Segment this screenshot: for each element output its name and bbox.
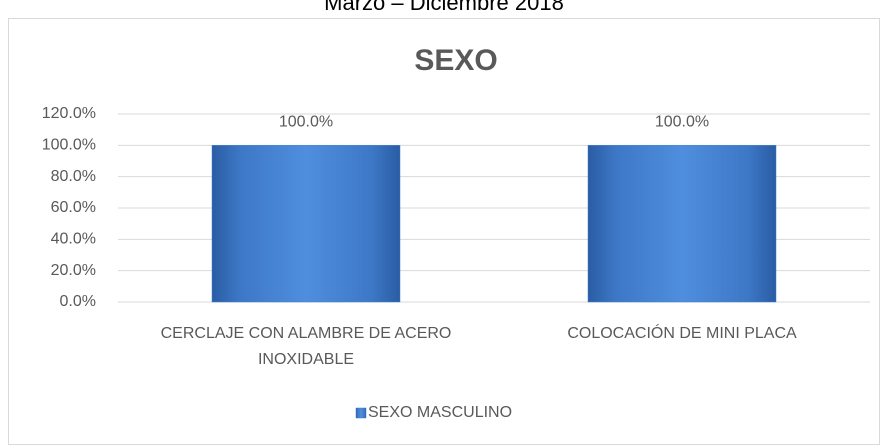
x-tick-label: COLOCACIÓN DE MINI PLACA bbox=[567, 323, 797, 342]
chart-title: SEXO bbox=[414, 44, 497, 77]
value-label: 100.0% bbox=[279, 114, 333, 131]
y-tick-label: 40.0% bbox=[51, 231, 96, 248]
y-tick-label: 20.0% bbox=[51, 262, 96, 279]
y-tick-label: 60.0% bbox=[51, 199, 96, 216]
y-tick-label: 100.0% bbox=[42, 137, 96, 154]
y-tick-label: 80.0% bbox=[51, 168, 96, 185]
legend-label: SEXO MASCULINO bbox=[368, 404, 512, 421]
y-tick-label: 120.0% bbox=[42, 105, 96, 122]
caption: Marzo – Diciembre 2018 bbox=[324, 0, 564, 15]
value-label: 100.0% bbox=[655, 114, 709, 131]
bar bbox=[587, 145, 777, 303]
x-tick-label: CERCLAJE CON ALAMBRE DE ACERO INOXIDABLE bbox=[161, 325, 452, 368]
y-tick-label: 0.0% bbox=[60, 293, 96, 310]
legend-swatch bbox=[355, 407, 367, 419]
bar bbox=[211, 145, 401, 303]
